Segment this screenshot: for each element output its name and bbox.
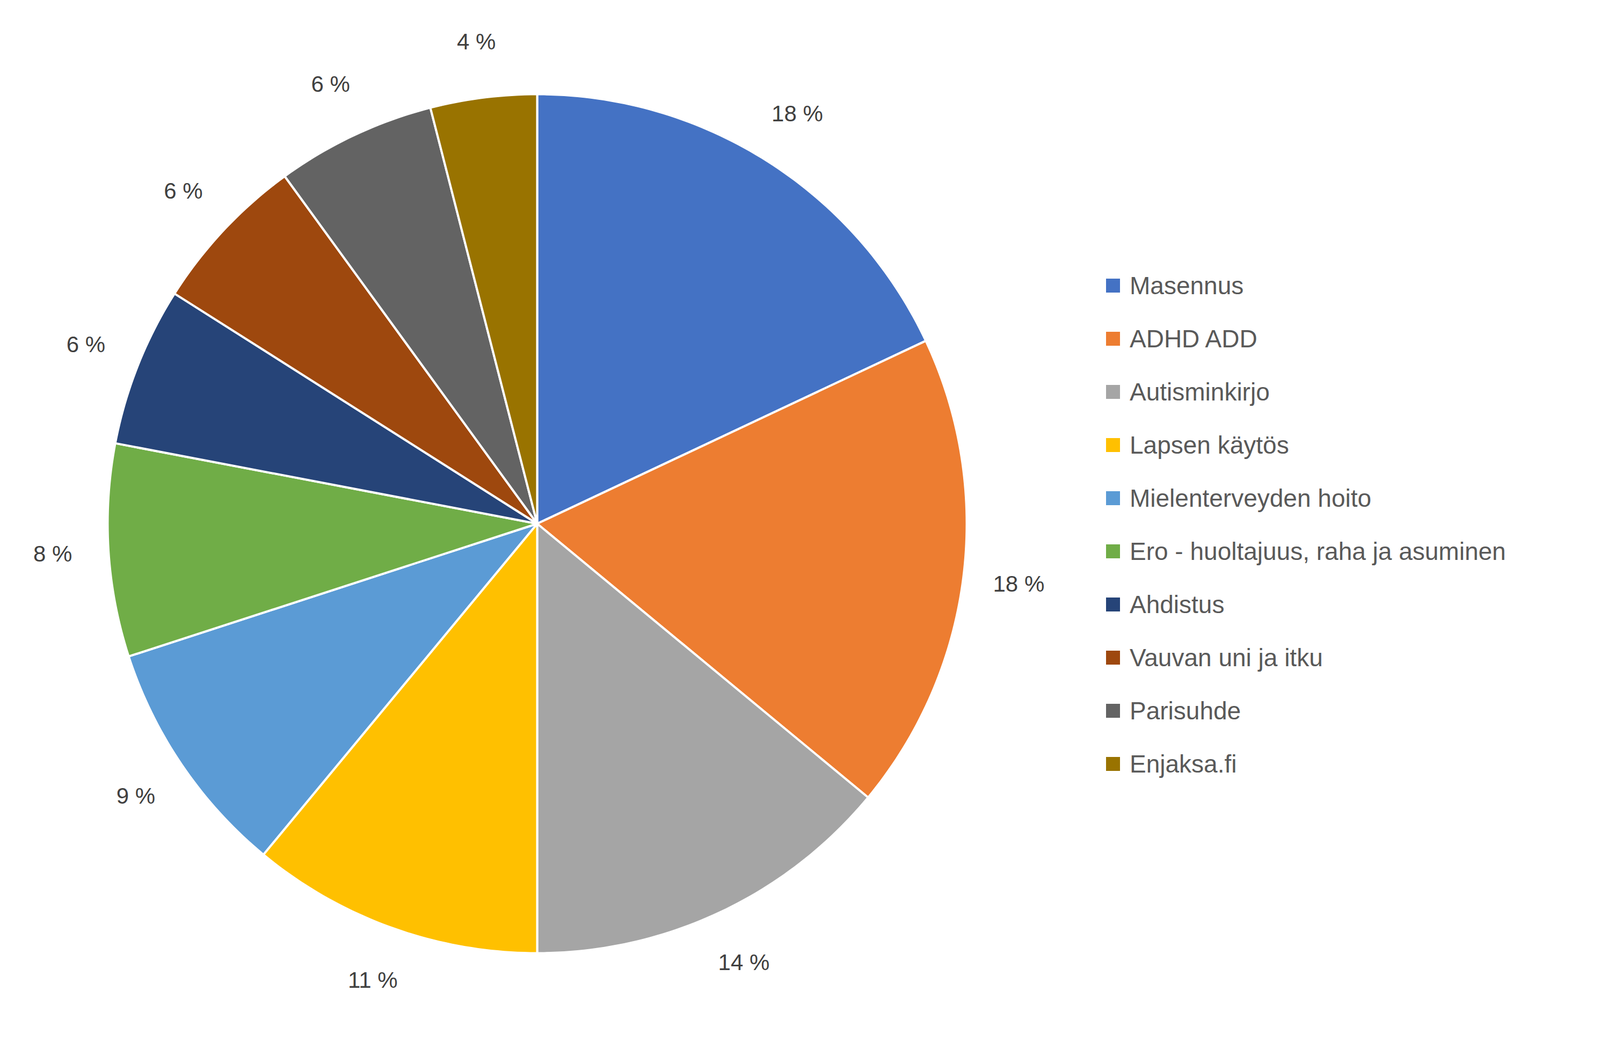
svg-text:4 %: 4 % [456, 28, 496, 55]
html-text:ADHD ADD: ADHD ADD [1129, 324, 1258, 353]
html-text:Vauvan uni ja itku: Vauvan uni ja itku [1129, 643, 1323, 672]
svg-text:14 %: 14 % [718, 949, 770, 976]
svg-text:18 %: 18 % [771, 100, 824, 127]
html-text:Masennus: Masennus [1129, 271, 1244, 300]
svg-text:6 %: 6 % [66, 331, 106, 358]
html-text:Ero - huoltajuus, raha ja asum: Ero - huoltajuus, raha ja asuminen [1129, 537, 1506, 566]
html-text:Enjaksa.fi: Enjaksa.fi [1129, 749, 1237, 778]
html-text:Lapsen käytös: Lapsen käytös [1129, 430, 1289, 459]
html-text:Ahdistus: Ahdistus [1129, 590, 1225, 619]
html-text:Autisminkirjo: Autisminkirjo [1129, 377, 1270, 406]
svg-text:6 %: 6 % [310, 71, 350, 97]
svg-text:9 %: 9 % [116, 783, 156, 809]
svg-text:18 %: 18 % [993, 571, 1045, 597]
svg-text:11 %: 11 % [347, 966, 398, 993]
html-text:Parisuhde: Parisuhde [1129, 696, 1241, 725]
html-text:Mielenterveyden hoito: Mielenterveyden hoito [1129, 484, 1372, 512]
svg-text:8 %: 8 % [33, 541, 72, 567]
svg-text:6 %: 6 % [163, 178, 203, 204]
